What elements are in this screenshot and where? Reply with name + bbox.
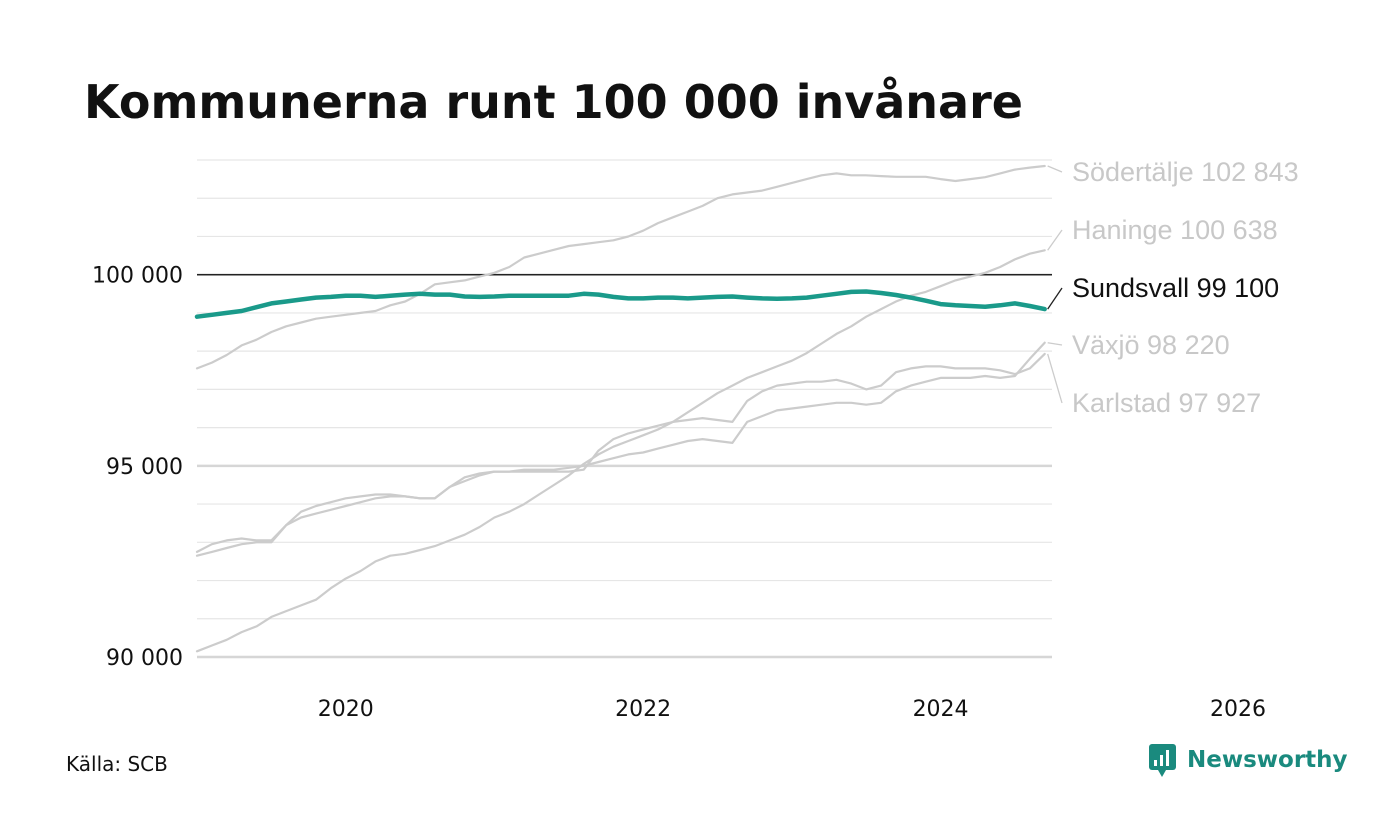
x-axis-ticks: 2020 2022 2024 2026 xyxy=(318,697,1266,722)
series-line-södertälje xyxy=(195,164,1046,370)
grid-lines xyxy=(197,159,1052,659)
series-lines xyxy=(194,164,1047,653)
x-tick-label: 2024 xyxy=(913,697,969,722)
series-labels: Södertälje 102 843 Haninge 100 638 Växjö 9… xyxy=(1047,157,1299,418)
series-label-sundsvall: Sundsvall 99 100 xyxy=(1072,273,1279,303)
series-line-karlstad xyxy=(195,352,1046,557)
series-label-växjö: Växjö 98 220 xyxy=(1072,330,1230,360)
label-connector xyxy=(1047,165,1063,173)
y-tick-label: 90 000 xyxy=(106,646,183,671)
series-label-karlstad: Karlstad 97 927 xyxy=(1072,388,1261,418)
label-connector xyxy=(1047,353,1063,404)
label-connector xyxy=(1047,342,1063,346)
y-tick-label: 100 000 xyxy=(92,264,183,289)
x-tick-label: 2022 xyxy=(615,697,671,722)
newsworthy-logo: Newsworthy xyxy=(1149,744,1348,777)
brand-name: Newsworthy xyxy=(1187,747,1348,773)
x-tick-label: 2026 xyxy=(1210,697,1266,722)
series-line-haninge xyxy=(195,249,1046,653)
chart-logo-icon xyxy=(1149,744,1176,777)
series-line-växjö xyxy=(195,341,1046,553)
y-tick-label: 95 000 xyxy=(106,455,183,480)
series-line-sundsvall xyxy=(194,289,1047,319)
source-note: Källa: SCB xyxy=(66,752,168,776)
series-label-haninge: Haninge 100 638 xyxy=(1072,215,1278,245)
x-tick-label: 2020 xyxy=(318,697,374,722)
chart-title: Kommunerna runt 100 000 invånare xyxy=(84,75,1023,129)
series-label-södertälje: Södertälje 102 843 xyxy=(1072,157,1299,187)
y-axis-ticks: 90 000 95 000 100 000 xyxy=(92,264,183,671)
label-connector xyxy=(1047,287,1063,310)
label-connector xyxy=(1047,229,1063,251)
